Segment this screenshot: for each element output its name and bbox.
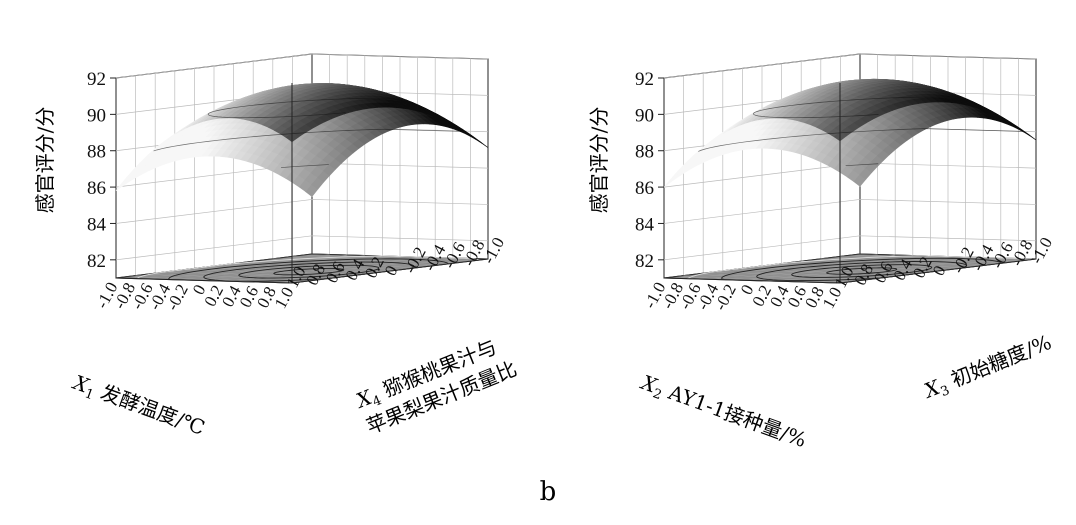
surface-contour [153, 128, 470, 152]
y-axis-line [291, 258, 489, 284]
grid-line [115, 199, 489, 224]
grid-line [663, 53, 1037, 79]
z-tick-label: 92 [87, 69, 106, 90]
z-tick-label: 84 [635, 214, 655, 235]
y-axis-label-text: 初始糖度/% [942, 330, 1055, 394]
x-axis-label-text: 发酵温度/℃ [91, 378, 208, 440]
grid-line [115, 235, 489, 261]
x-axis-line [115, 277, 293, 284]
surface-contour [752, 96, 971, 119]
z-tick-label: 88 [635, 142, 654, 163]
z-tick-label: 82 [87, 251, 106, 272]
floor-contour [203, 261, 415, 282]
floor-grid [151, 254, 348, 280]
floor-contour [238, 264, 380, 279]
x-axis-line [663, 277, 841, 284]
surface-plot-left: 828486889092-1.0-0.8-0.6-0.4-0.200.20.40… [33, 53, 520, 442]
floor-grid [699, 254, 896, 280]
floor-grid [213, 265, 391, 272]
floor-grid [781, 263, 958, 269]
floor-grid [168, 255, 365, 280]
z-tick-label: 88 [87, 142, 106, 163]
y-axis-line [839, 258, 1037, 284]
z-axis-label: 感官评分/分 [587, 107, 611, 214]
floor-contour [791, 264, 933, 278]
floor-grid [253, 260, 430, 267]
z-tick-label: 92 [635, 69, 654, 90]
surface-contour [207, 97, 410, 119]
x-axis-label-text: AY1-1接种量/% [659, 378, 809, 452]
grid-line [115, 53, 489, 79]
x-axis-label: X1 发酵温度/℃ [67, 369, 208, 442]
surface-contour [845, 163, 879, 167]
surface-mesh [663, 78, 1037, 188]
surface-contour [281, 164, 329, 168]
z-tick-label: 90 [635, 105, 654, 126]
z-tick-label: 90 [87, 105, 106, 126]
floor-grid [272, 258, 449, 265]
x-axis-label: X2 AY1-1接种量/% [635, 369, 809, 454]
y-axis-label: X3 初始糖度/% [919, 330, 1056, 406]
floor-contour [826, 267, 898, 275]
surface-mesh [115, 83, 489, 197]
panel-label: b [540, 477, 557, 507]
grid-line [663, 235, 1037, 261]
floor-contour [756, 261, 968, 282]
grid-line [663, 199, 1037, 224]
z-axis-label: 感官评分/分 [33, 107, 57, 214]
z-tick-label: 82 [635, 251, 654, 272]
floor-contour [273, 268, 345, 276]
surface-plot-right: 828486889092-1.0-0.8-0.6-0.4-0.200.20.40… [587, 53, 1056, 454]
surface-contour [698, 128, 1026, 152]
z-tick-label: 86 [87, 178, 106, 199]
z-tick-label: 84 [87, 214, 107, 235]
z-tick-label: 86 [635, 178, 654, 199]
floor-grid [761, 265, 939, 272]
